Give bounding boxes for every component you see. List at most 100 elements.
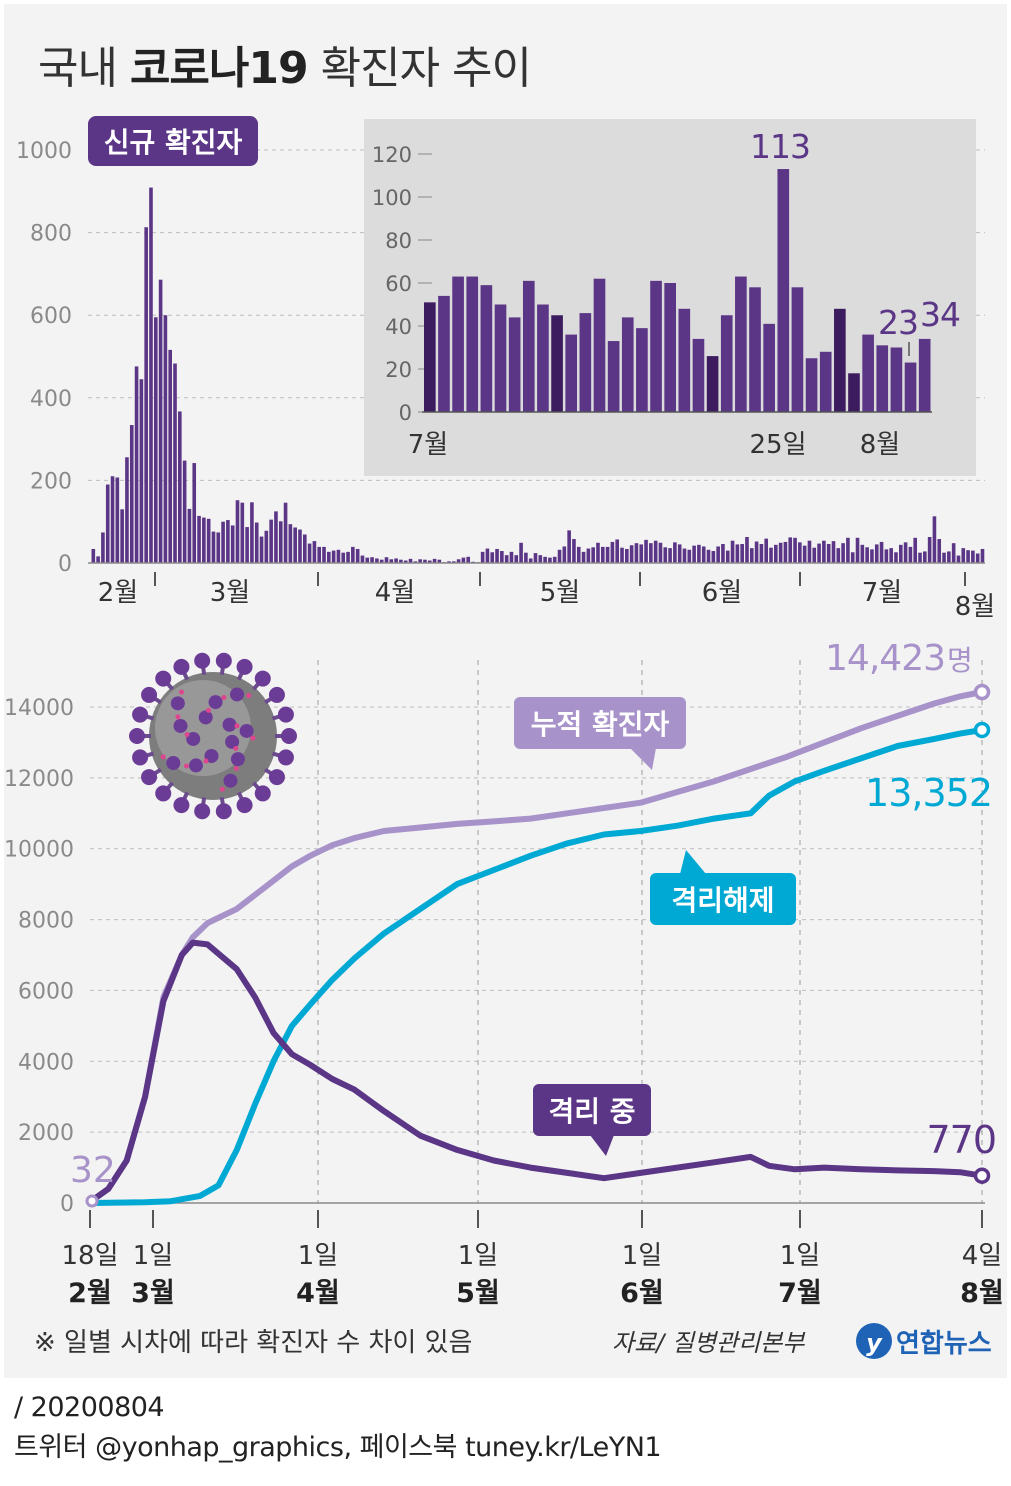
daily-bar [658, 542, 663, 563]
virus-spike-head [236, 658, 253, 675]
daily-bar [485, 548, 490, 563]
daily-bar [206, 518, 211, 563]
daily-bar [509, 551, 514, 563]
daily-bar [836, 548, 841, 563]
daily-bar [649, 543, 653, 563]
daily-bar [788, 537, 793, 563]
daily-bar [701, 546, 706, 563]
daily-bar [125, 457, 129, 563]
daily-bar [322, 546, 326, 563]
inset-bar [565, 334, 578, 412]
daily-bar [725, 550, 730, 563]
line-x-day-label: 1일 [458, 1241, 498, 1271]
inset-y-tick-label: 120 [372, 143, 412, 167]
virus-spike-head [254, 670, 271, 687]
virus-spike-head [215, 803, 232, 820]
daily-bar [461, 557, 466, 563]
daily-bar [874, 544, 879, 563]
virus-spike-head [268, 686, 285, 703]
daily-bar [331, 550, 336, 563]
daily-bar [822, 540, 826, 563]
daily-bar [432, 558, 437, 563]
inset-bars [424, 169, 931, 412]
daily-bar [798, 542, 802, 563]
daily-bar [812, 547, 817, 563]
inset-bar [551, 315, 563, 412]
daily-bar [403, 560, 408, 563]
daily-bar [860, 544, 865, 563]
isolated-callout: 격리 중 [533, 1084, 651, 1156]
daily-bar [139, 379, 144, 563]
daily-bar [951, 543, 956, 563]
line-y-tick-label: 2000 [18, 1121, 74, 1146]
virus-dot [221, 695, 227, 701]
daily-y-tick-label: 0 [58, 552, 72, 577]
daily-bar [101, 532, 105, 563]
daily-bar [961, 548, 966, 563]
inset-bar [777, 169, 790, 412]
daily-bar [677, 544, 682, 563]
daily-bar [163, 315, 168, 563]
inset-chart: 0 20 40 60 80 100 120 7월 25일 8월 113 23 34 [364, 119, 976, 476]
daily-bar [504, 555, 509, 563]
line-x-month-label: 8월 [960, 1278, 1004, 1309]
daily-bar [855, 537, 860, 563]
daily-month-label: 2월 [98, 578, 138, 608]
released-callout-label: 격리해제 [671, 884, 774, 917]
daily-bar [711, 551, 716, 563]
daily-bar [826, 544, 831, 563]
daily-bar [932, 516, 937, 563]
daily-bar [91, 548, 96, 563]
daily-bar [557, 549, 562, 563]
line-y-tick-label: 12000 [4, 767, 74, 792]
daily-bar [759, 544, 764, 563]
footnote: ※ 일별 시차에 따라 확진자 수 차이 있음 [34, 1328, 472, 1358]
daily-bar [158, 279, 163, 563]
inset-bar [678, 308, 691, 412]
released-line [87, 727, 985, 1206]
virus-dot [206, 707, 212, 713]
daily-bar [178, 411, 182, 563]
daily-bar [423, 559, 427, 563]
virus-spike-head [198, 710, 213, 725]
daily-bar [764, 538, 769, 563]
daily-bar [673, 542, 677, 563]
daily-bar [663, 547, 668, 563]
daily-month-label: 3월 [210, 578, 250, 608]
line-x-month-label: 4월 [296, 1278, 340, 1309]
line-x-month-label: 6월 [620, 1278, 664, 1309]
daily-bar [918, 552, 922, 563]
inset-annotation: 113 [750, 127, 810, 166]
inset-bar [452, 276, 464, 412]
inset-bar [593, 278, 606, 412]
daily-bar [942, 552, 946, 563]
isolated-line [87, 939, 985, 1205]
daily-bar [447, 561, 451, 563]
released-line-end-marker [973, 721, 991, 739]
line-y-tick-label: 8000 [18, 909, 74, 934]
daily-y-tick-label: 400 [30, 387, 72, 412]
daily-bar [230, 525, 235, 563]
daily-bar [807, 540, 812, 563]
line-x-month-label: 2월 [68, 1278, 112, 1309]
daily-bar [706, 549, 711, 563]
daily-bar [370, 557, 374, 563]
line-x-axis: 18일 2월 1일 3월 1일 4월 1일 5월 1일 6월 1일 7월 4일 8월 [61, 1210, 1004, 1309]
virus-spike-head [132, 706, 149, 723]
virus-spike-head [277, 706, 294, 723]
daily-bar [908, 546, 913, 563]
daily-bar [802, 545, 807, 563]
inset-bar [904, 362, 917, 412]
virus-spike-head [155, 670, 172, 687]
daily-bar [129, 425, 134, 563]
virus-spike-head [188, 758, 203, 773]
daily-bar [197, 515, 201, 563]
virus-spike-head [186, 731, 201, 746]
daily-bar [697, 544, 701, 563]
inset-bar [438, 295, 450, 412]
daily-bar [312, 541, 317, 563]
daily-bar [937, 539, 942, 563]
inset-bar [522, 280, 535, 412]
virus-dot [246, 693, 252, 699]
daily-bar [413, 561, 418, 563]
